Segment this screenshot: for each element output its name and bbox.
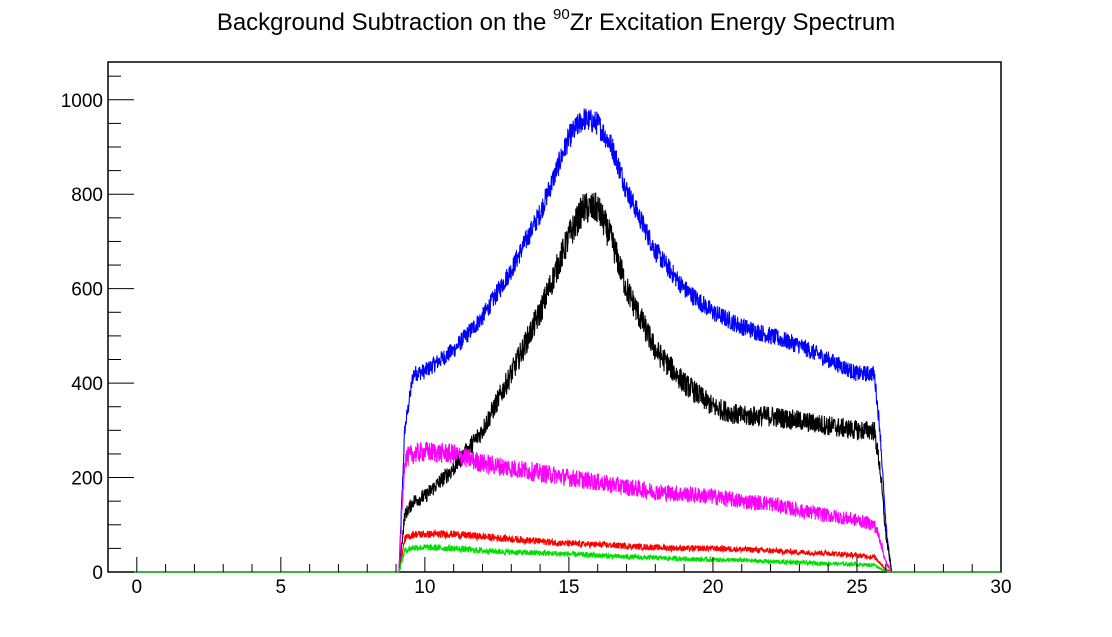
x-tick-label: 30 [990, 577, 1011, 598]
chart-title-suffix: Zr Excitation Energy Spectrum [569, 9, 896, 36]
x-tick-label: 15 [558, 577, 579, 598]
x-tick-label: 0 [132, 577, 143, 598]
chart-title-superscript: 90 [553, 6, 570, 23]
x-tick-label: 5 [276, 577, 287, 598]
axis-layer: 0 5 10 15 20 25 30 0 200 400 600 800 1000 [61, 75, 1012, 598]
chart-title: Background Subtraction on the 90Zr Excit… [0, 6, 1112, 37]
y-tick-label: 200 [71, 469, 103, 490]
x-tick-label: 10 [414, 577, 435, 598]
plot-frame [107, 61, 1002, 573]
y-tick-label: 1000 [61, 91, 103, 112]
chart-title-prefix: Background Subtraction on the [216, 9, 554, 36]
series-layer [108, 108, 1001, 574]
y-tick-label: 800 [71, 185, 103, 206]
series-line-1 [108, 108, 1001, 573]
y-tick-label: 0 [92, 563, 103, 584]
x-tick-label: 20 [702, 577, 723, 598]
series-line-2 [108, 192, 1001, 573]
series-line-5 [108, 543, 1001, 574]
y-tick-label: 400 [71, 374, 103, 395]
x-tick-label: 25 [846, 577, 867, 598]
y-tick-label: 600 [71, 280, 103, 301]
